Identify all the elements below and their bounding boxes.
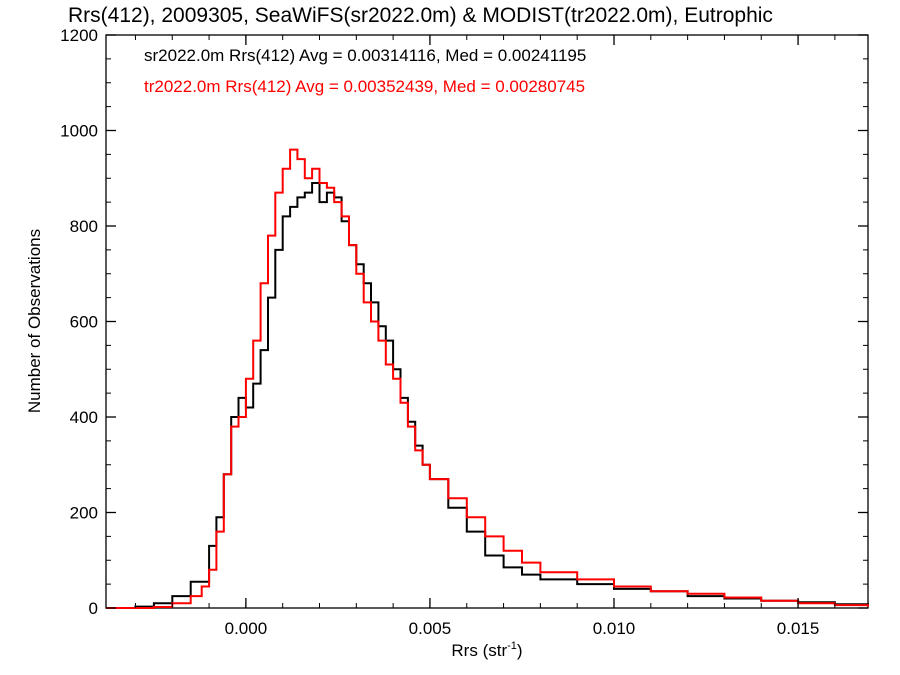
x-axis-label-end: ) (517, 641, 523, 660)
legend-entry-sr2022: sr2022.0m Rrs(412) Avg = 0.00314116, Med… (144, 46, 586, 65)
y-axis: 0 200 400 600 800 1000 1200 (60, 26, 868, 618)
y-axis-label: Number of Observations (25, 229, 44, 413)
y-tick-label: 400 (70, 408, 98, 427)
y-tick-label: 1000 (60, 122, 98, 141)
plot-frame (105, 34, 869, 609)
y-tick-label: 800 (70, 217, 98, 236)
plot-area (105, 34, 869, 609)
chart-title: Rrs(412), 2009305, SeaWiFS(sr2022.0m) & … (68, 4, 773, 27)
x-tick-label: 0.000 (225, 619, 268, 638)
x-axis-label-main: Rrs (str (451, 641, 507, 660)
x-axis: 0.000 0.005 0.010 0.015 (134, 35, 836, 638)
x-tick-label: 0.015 (777, 619, 820, 638)
y-tick-label: 0 (89, 599, 98, 618)
y-tick-label: 200 (70, 504, 98, 523)
y-tick-label: 1200 (60, 26, 98, 45)
x-axis-label: Rrs (str-1) (451, 640, 522, 660)
x-tick-label: 0.010 (593, 619, 636, 638)
series-line-1 (106, 148, 869, 609)
y-tick-label: 600 (70, 313, 98, 332)
x-tick-label: 0.005 (409, 619, 452, 638)
series-line-0 (106, 182, 869, 609)
x-axis-label-superscript: -1 (507, 640, 517, 652)
legend-entry-tr2022: tr2022.0m Rrs(412) Avg = 0.00352439, Med… (144, 77, 585, 96)
